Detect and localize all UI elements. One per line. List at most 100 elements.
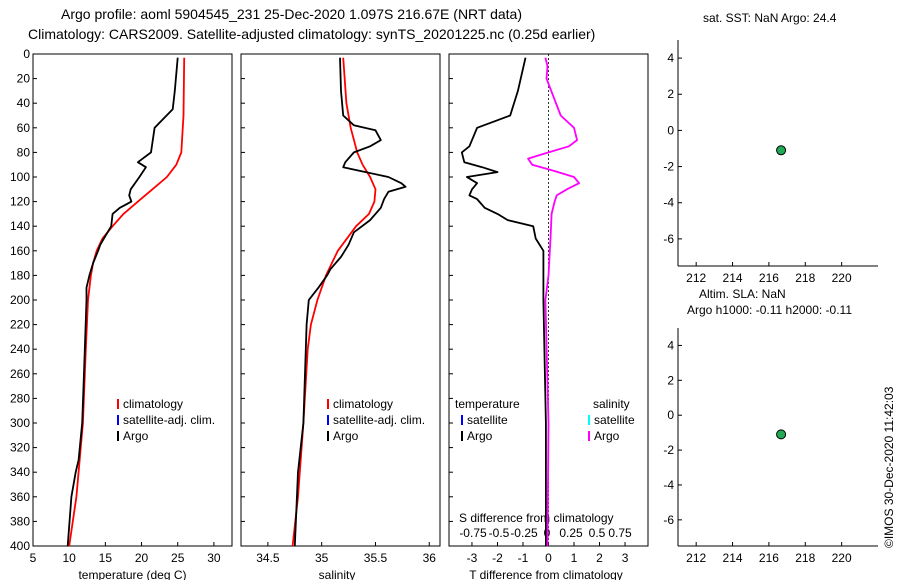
sst-xtick-label: 216 [759, 271, 779, 285]
temp-xlabel: temperature (deg C) [78, 568, 186, 580]
diff-xtick-label: 0 [545, 551, 552, 565]
sla-xtick-label: 220 [832, 551, 852, 565]
diff-legend-temperature-label: satellite [467, 413, 508, 427]
sla-xtick-label: 216 [759, 551, 779, 565]
diff-s-axis-label: S difference from climatology [459, 511, 614, 525]
title-line-2: Climatology: CARS2009. Satellite-adjuste… [28, 26, 595, 42]
sal-xtick-label: 36 [423, 551, 437, 565]
diff-xtick-label: -1 [518, 551, 529, 565]
sla-ytick-label: -4 [663, 478, 674, 492]
sal-frame [240, 53, 441, 547]
sal-xlabel: salinity [319, 568, 356, 580]
diff-legend-title-salinity: salinity [593, 397, 630, 411]
temp-legend-label: Argo [123, 429, 149, 443]
sla-ytick-label: 2 [667, 373, 674, 387]
temp-legend-label: satellite-adj. clim. [123, 413, 215, 427]
sla-ytick-label: -2 [663, 443, 674, 457]
temp-frame [32, 53, 233, 547]
diff-xlabel: T difference from climatology [469, 568, 623, 580]
sst-ytick-label: 4 [667, 51, 674, 65]
sla-xtick-label: 214 [723, 551, 743, 565]
sla-title-2: Argo h1000: -0.11 h2000: -0.11 [687, 303, 852, 317]
temp-ytick-label: 360 [10, 490, 30, 504]
sst-xtick-label: 218 [795, 271, 815, 285]
temp-ytick-label: 220 [10, 318, 30, 332]
temp-ytick-label: 20 [17, 72, 31, 86]
temp-ytick-label: 60 [17, 121, 31, 135]
temp-xtick-label: 5 [30, 551, 37, 565]
sst-ytick-label: -4 [663, 196, 674, 210]
sal-argo-line [293, 57, 407, 547]
sst-ytick-label: 2 [667, 87, 674, 101]
temp-ytick-label: 400 [10, 539, 30, 553]
temp-legend-label: climatology [123, 397, 183, 411]
sla-panel: -6 -4 -2 0 2 4 212 214 216 218 220 [663, 328, 878, 565]
sla-ytick-label: 4 [667, 338, 674, 352]
temp-ytick-label: 240 [10, 342, 30, 356]
diff-xtick-label: 1 [571, 551, 578, 565]
sst-xtick-label: 212 [686, 271, 706, 285]
sla-xtick-label: 212 [686, 551, 706, 565]
sal-xtick-label: 35.5 [364, 551, 388, 565]
sla-profile-marker [776, 429, 787, 440]
sla-ytick-label: 0 [667, 408, 674, 422]
sal-xtick-label: 34.5 [256, 551, 280, 565]
sst-title: sat. SST: NaN Argo: 24.4 [703, 11, 837, 25]
diff-temperature-line [460, 57, 547, 546]
title-line-1: Argo profile: aoml 5904545_231 25-Dec-20… [61, 6, 522, 22]
diff-legend-title-temperature: temperature [455, 397, 520, 411]
difference-panel: -3 -2 -1 0 1 2 3 T difference from climatology S… [448, 53, 649, 580]
sal-legend-label: climatology [333, 397, 393, 411]
sst-xtick-label: 214 [723, 271, 743, 285]
temperature-panel: 0 20 40 60 80 100 120 140 160 180 200 220 240 260 280 3… [10, 47, 233, 580]
sal-xtick-label: 35 [315, 551, 329, 565]
diff-salinity-line [527, 57, 580, 547]
diff-legend-temperature-label: Argo [467, 429, 493, 443]
temp-ytick-label: 160 [10, 244, 30, 258]
sst-profile-marker [776, 145, 787, 156]
diff-s-tick-label: -0.75 [459, 526, 487, 540]
sal-legend-label: Argo [333, 429, 359, 443]
salinity-panel: 34.5 35 35.5 36 salinity climatology satellite… [240, 53, 441, 580]
sla-ytick-label: -6 [663, 513, 674, 527]
diff-s-tick-label: 0.75 [608, 526, 632, 540]
temp-ytick-label: 120 [10, 195, 30, 209]
temp-ytick-label: 100 [10, 170, 30, 184]
sst-panel: -6 -4 -2 0 2 4 212 214 216 218 220 [663, 40, 878, 285]
temp-xtick-label: 20 [135, 551, 149, 565]
diff-s-tick-label: 0.5 [589, 526, 606, 540]
temp-ytick-label: 380 [10, 514, 30, 528]
sal-legend-label: satellite-adj. clim. [333, 413, 425, 427]
sla-xtick-label: 218 [795, 551, 815, 565]
sst-ytick-label: 0 [667, 123, 674, 137]
diff-xtick-label: 2 [596, 551, 603, 565]
diff-xtick-label: -2 [492, 551, 503, 565]
temp-xtick-label: 10 [63, 551, 77, 565]
diff-legend-salinity-label: Argo [594, 429, 620, 443]
temp-ytick-label: 200 [10, 293, 30, 307]
temp-ytick-label: 260 [10, 367, 30, 381]
diff-s-tick-label: -0.5 [489, 526, 510, 540]
temp-ytick-label: 300 [10, 416, 30, 430]
diff-xtick-label: 3 [622, 551, 629, 565]
temp-argo-line [66, 57, 179, 547]
sst-xtick-label: 220 [832, 271, 852, 285]
sst-ytick-label: -2 [663, 160, 674, 174]
temp-xtick-label: 30 [207, 551, 221, 565]
sal-climatology-line [291, 57, 377, 547]
diff-s-tick-label: -0.25 [510, 526, 538, 540]
sst-ytick-label: -6 [663, 232, 674, 246]
diff-s-tick-label: 0.25 [559, 526, 583, 540]
sla-title-1: Altim. SLA: NaN [699, 287, 786, 301]
diff-legend-salinity-label: satellite [594, 413, 635, 427]
temp-xtick-label: 15 [99, 551, 113, 565]
temp-ytick-label: 40 [17, 96, 31, 110]
diff-xtick-label: -3 [467, 551, 478, 565]
temp-ytick-label: 180 [10, 268, 30, 282]
temp-ytick-label: 0 [23, 47, 30, 61]
temp-xtick-label: 25 [171, 551, 185, 565]
temp-ytick-label: 320 [10, 441, 30, 455]
temp-ytick-label: 280 [10, 391, 30, 405]
temp-ytick-label: 80 [17, 145, 31, 159]
